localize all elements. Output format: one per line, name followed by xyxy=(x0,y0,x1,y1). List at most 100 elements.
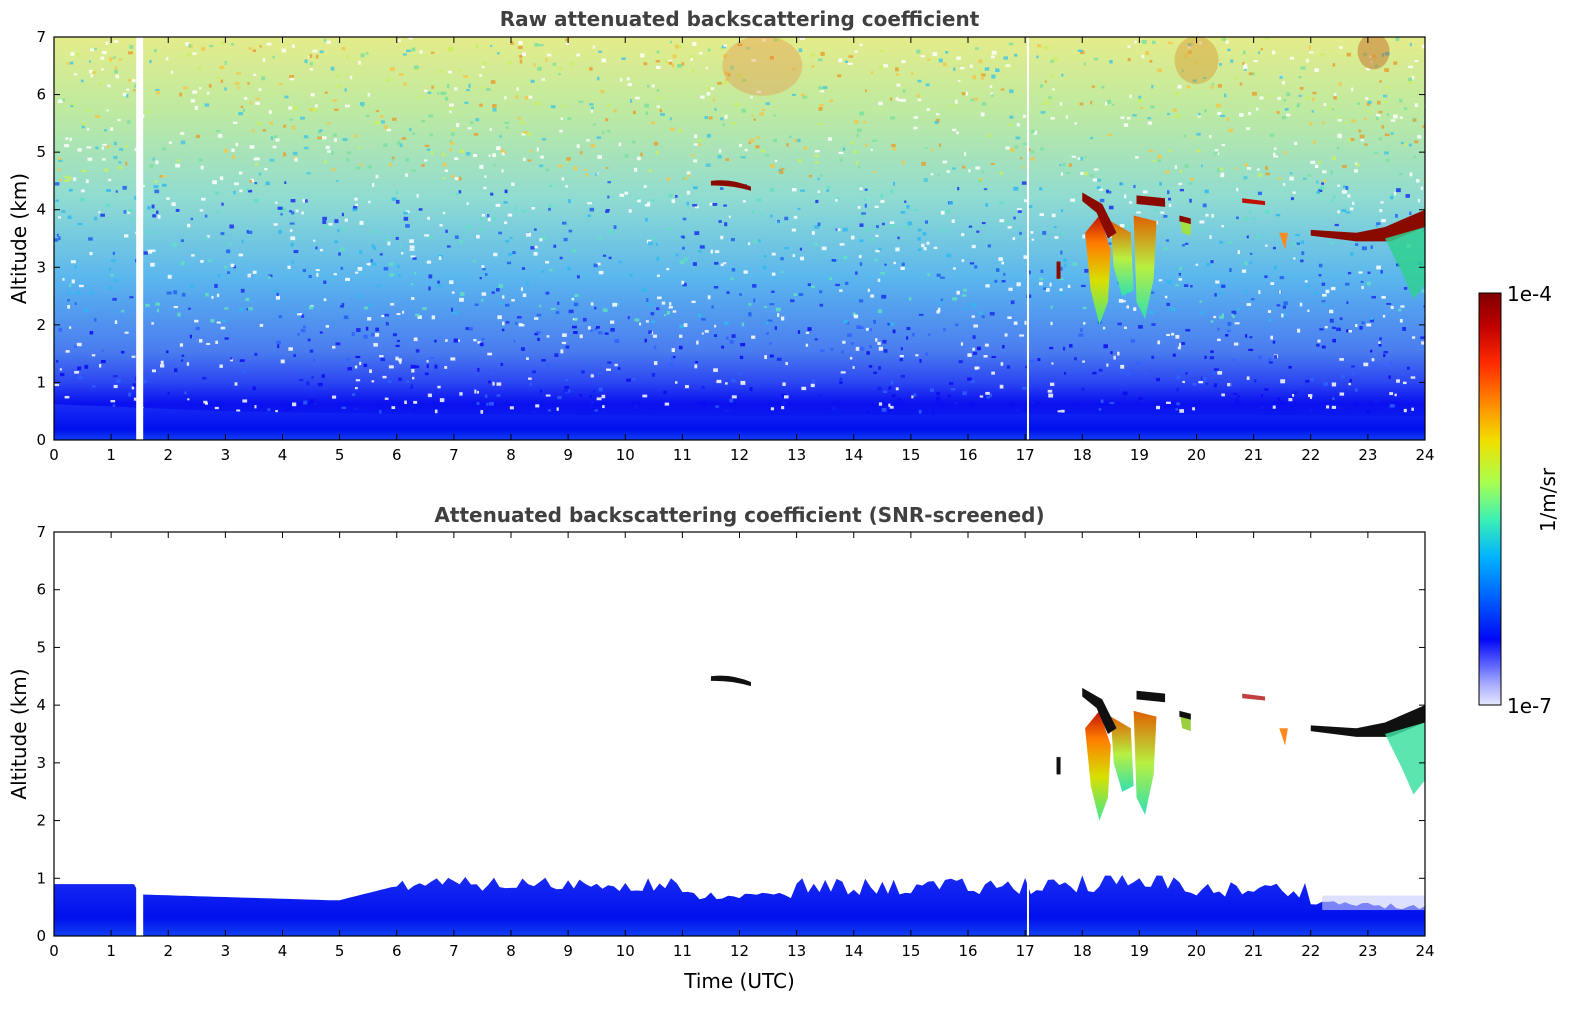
x-tick-label: 24 xyxy=(1415,942,1434,960)
y-tick-label: 6 xyxy=(36,581,46,599)
x-tick-label: 7 xyxy=(449,942,459,960)
x-tick-label: 4 xyxy=(278,446,288,464)
x-tick-label: 19 xyxy=(1130,446,1149,464)
panel-screened-ticks: 0 1 2 3 4 5 6 7 8 9 10 11 12 13 14 15 16 17 18 19 20 21 22 23 24… xyxy=(36,523,1434,960)
y-tick-label: 2 xyxy=(36,316,46,334)
panel-raw-ticks: 0 1 2 3 4 5 6 7 8 9 10 11 12 13 14 15 16 17 18 19 20 21 22 23 24… xyxy=(36,28,1434,464)
x-tick-label: 10 xyxy=(616,942,635,960)
y-tick-label: 3 xyxy=(36,258,46,276)
x-tick-label: 14 xyxy=(844,942,863,960)
colorbar-min-label: 1e-7 xyxy=(1507,694,1552,718)
aerosol-layer-1130utc xyxy=(710,675,751,687)
x-tick-label: 9 xyxy=(563,446,573,464)
x-tick-label: 15 xyxy=(901,942,920,960)
x-tick-label: 3 xyxy=(221,446,231,464)
data-gap xyxy=(1026,878,1029,936)
x-tick-label: 10 xyxy=(616,446,635,464)
x-tick-label: 5 xyxy=(335,942,345,960)
x-tick-label: 23 xyxy=(1358,446,1377,464)
aerosol-layer-1130utc xyxy=(710,180,751,191)
layer-22-24utc xyxy=(1310,209,1425,242)
x-tick-label: 20 xyxy=(1187,942,1206,960)
y-tick-label: 0 xyxy=(36,431,46,449)
layer-1730utc xyxy=(1056,261,1061,279)
panel-raw-title: Raw attenuated backscattering coefficien… xyxy=(500,7,980,31)
panel-screened-title: Attenuated backscattering coefficient (S… xyxy=(434,503,1044,527)
x-tick-label: 8 xyxy=(506,446,516,464)
x-tick-label: 20 xyxy=(1187,446,1206,464)
aerosol-layers xyxy=(710,675,1425,821)
plume-1830utc xyxy=(1110,221,1134,297)
colorbar-max-label: 1e-4 xyxy=(1507,282,1552,306)
plume-19utc xyxy=(1133,215,1157,320)
plume-18utc xyxy=(1085,215,1111,325)
y-tick-label: 7 xyxy=(36,523,46,541)
panel-screened-plot-area xyxy=(54,532,1425,936)
layer-22-24utc xyxy=(1310,705,1425,737)
x-tick-label: 17 xyxy=(1016,942,1035,960)
layer-21utc xyxy=(1242,198,1266,206)
plume-cap-19utc xyxy=(1136,195,1166,207)
aerosol-layers xyxy=(710,180,1425,325)
panel-raw: Raw attenuated backscattering coefficien… xyxy=(7,7,1435,464)
y-tick-label: 1 xyxy=(36,869,46,887)
plume-1830utc xyxy=(1110,716,1134,792)
raw-background-signal xyxy=(54,37,1425,440)
x-tick-label: 2 xyxy=(163,446,173,464)
x-tick-label: 7 xyxy=(449,446,459,464)
colorbar: 1e-4 1e-7 1/m/sr xyxy=(1478,282,1560,718)
raw-aloft-haze xyxy=(722,37,803,96)
plume-cap-18utc xyxy=(1082,192,1117,239)
y-tick-label: 2 xyxy=(36,812,46,830)
y-tick-label: 4 xyxy=(36,201,46,219)
x-tick-label: 23 xyxy=(1358,942,1377,960)
panel-screened-ylabel: Altitude (km) xyxy=(7,668,31,799)
plume-2330utc xyxy=(1385,226,1425,299)
x-tick-label: 24 xyxy=(1415,446,1434,464)
layer-2130utc xyxy=(1279,232,1288,251)
raw-aloft-haze-2 xyxy=(1174,37,1219,85)
raw-aloft-haze-3 xyxy=(1357,37,1390,70)
x-tick-label: 2 xyxy=(163,942,173,960)
x-tick-label: 11 xyxy=(673,942,692,960)
x-tick-label: 4 xyxy=(278,942,288,960)
x-tick-label: 16 xyxy=(958,446,977,464)
data-gap xyxy=(136,878,144,936)
x-tick-label: 17 xyxy=(1016,446,1035,464)
colorbar-scale xyxy=(1478,292,1502,706)
y-tick-label: 4 xyxy=(36,696,46,714)
x-tick-label: 9 xyxy=(563,942,573,960)
x-tick-label: 18 xyxy=(1073,446,1092,464)
panel-raw-ylabel: Altitude (km) xyxy=(7,173,31,304)
x-tick-label: 1 xyxy=(106,446,116,464)
x-tick-label: 18 xyxy=(1073,942,1092,960)
colorbar-unit-label: 1/m/sr xyxy=(1536,467,1560,532)
layer-2130utc xyxy=(1279,728,1288,746)
x-tick-label: 14 xyxy=(844,446,863,464)
y-tick-label: 6 xyxy=(36,86,46,104)
layer-1945utc-cap xyxy=(1179,710,1191,720)
y-tick-label: 5 xyxy=(36,143,46,161)
x-tick-label: 22 xyxy=(1301,942,1320,960)
y-tick-label: 7 xyxy=(36,28,46,46)
plume-18utc xyxy=(1085,710,1111,821)
x-tick-label: 22 xyxy=(1301,446,1320,464)
plume-cap-18utc xyxy=(1082,687,1117,734)
y-tick-label: 5 xyxy=(36,638,46,656)
x-tick-label: 13 xyxy=(787,942,806,960)
x-tick-label: 3 xyxy=(221,942,231,960)
plume-cap-19utc xyxy=(1136,690,1166,703)
panel-screened: Attenuated backscattering coefficient (S… xyxy=(7,503,1435,993)
panel-screened-xlabel: Time (UTC) xyxy=(683,969,795,993)
x-tick-label: 0 xyxy=(49,446,59,464)
x-tick-label: 21 xyxy=(1244,942,1263,960)
y-tick-label: 0 xyxy=(36,927,46,945)
layer-1730utc xyxy=(1056,757,1061,775)
plume-2330utc xyxy=(1385,722,1425,795)
screened-background xyxy=(54,532,1425,936)
x-tick-label: 21 xyxy=(1244,446,1263,464)
x-tick-label: 1 xyxy=(106,942,116,960)
x-tick-label: 5 xyxy=(335,446,345,464)
